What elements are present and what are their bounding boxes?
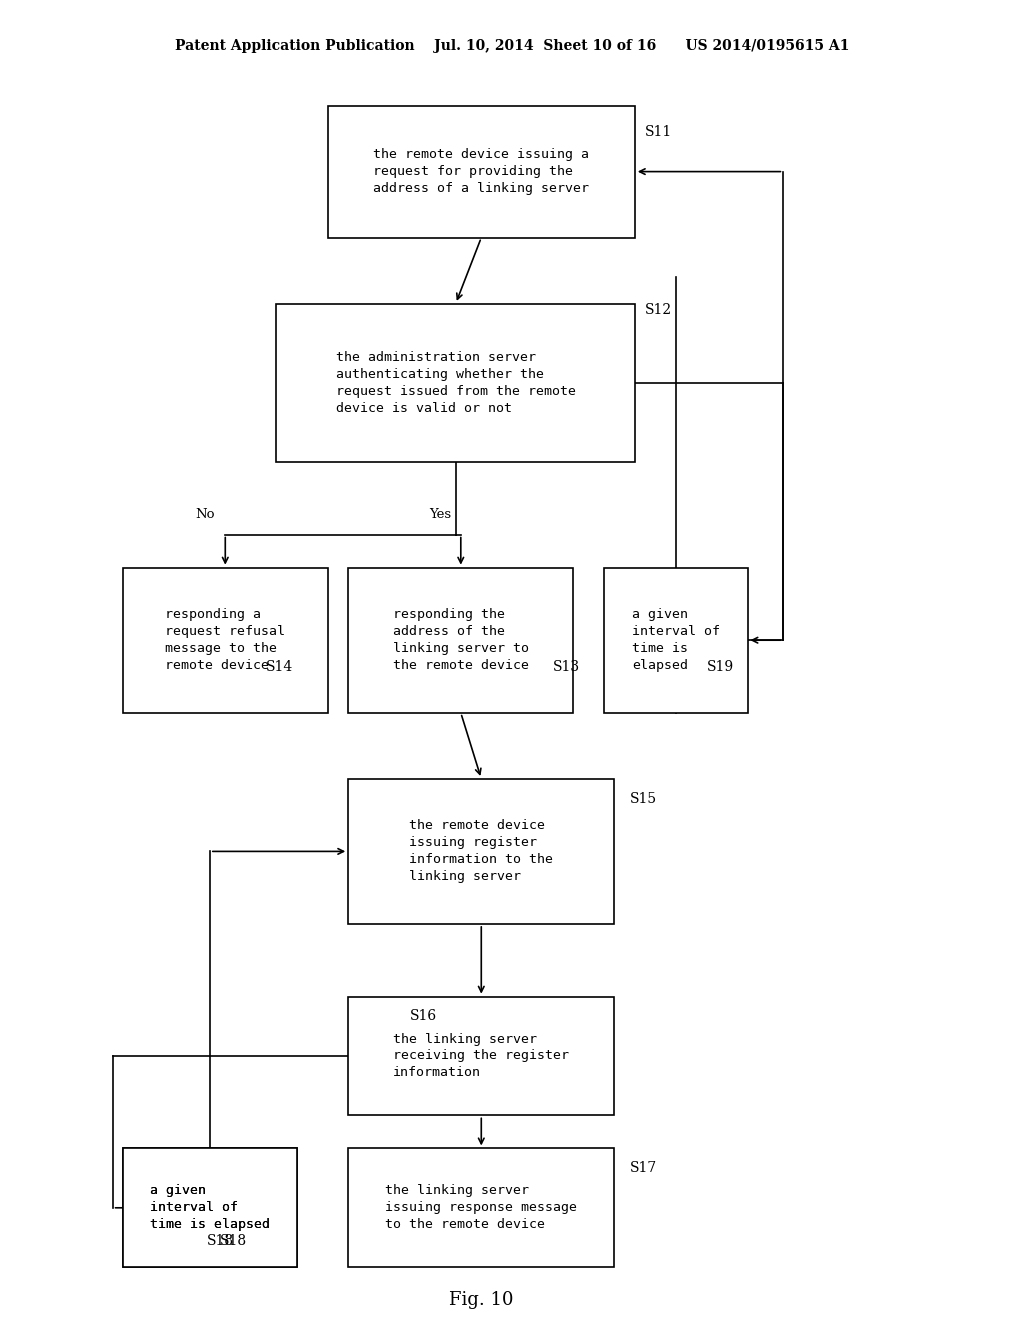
Text: the remote device
issuing register
information to the
linking server: the remote device issuing register infor… bbox=[410, 820, 553, 883]
Text: S14: S14 bbox=[266, 660, 294, 673]
FancyBboxPatch shape bbox=[123, 1148, 297, 1267]
FancyBboxPatch shape bbox=[348, 779, 614, 924]
Text: Patent Application Publication    Jul. 10, 2014  Sheet 10 of 16      US 2014/019: Patent Application Publication Jul. 10, … bbox=[175, 40, 849, 53]
Text: S18: S18 bbox=[220, 1234, 247, 1247]
Text: the remote device issuing a
request for providing the
address of a linking serve: the remote device issuing a request for … bbox=[374, 148, 589, 195]
Text: Fig. 10: Fig. 10 bbox=[450, 1291, 513, 1309]
Text: S15: S15 bbox=[630, 792, 656, 805]
FancyBboxPatch shape bbox=[604, 568, 748, 713]
Text: S11: S11 bbox=[645, 125, 673, 139]
Text: responding a
request refusal
message to the
remote device: responding a request refusal message to … bbox=[165, 609, 286, 672]
FancyBboxPatch shape bbox=[348, 568, 573, 713]
Text: S12: S12 bbox=[645, 304, 672, 317]
Text: No: No bbox=[195, 508, 215, 521]
FancyBboxPatch shape bbox=[276, 304, 635, 462]
FancyBboxPatch shape bbox=[123, 1148, 297, 1267]
Text: S17: S17 bbox=[630, 1162, 657, 1175]
FancyBboxPatch shape bbox=[348, 1148, 614, 1267]
Text: S16: S16 bbox=[410, 1010, 436, 1023]
Text: responding the
address of the
linking server to
the remote device: responding the address of the linking se… bbox=[393, 609, 528, 672]
Text: the linking server
issuing response message
to the remote device: the linking server issuing response mess… bbox=[385, 1184, 578, 1232]
Text: S18: S18 bbox=[207, 1234, 233, 1247]
Text: S13: S13 bbox=[553, 660, 580, 673]
Text: a given
interval of
time is elapsed: a given interval of time is elapsed bbox=[150, 1184, 270, 1232]
Text: a given
interval of
time is elapsed: a given interval of time is elapsed bbox=[150, 1184, 270, 1232]
FancyBboxPatch shape bbox=[348, 997, 614, 1115]
Text: the administration server
authenticating whether the
request issued from the rem: the administration server authenticating… bbox=[336, 351, 575, 414]
Text: the linking server
receiving the register
information: the linking server receiving the registe… bbox=[393, 1032, 569, 1080]
FancyBboxPatch shape bbox=[328, 106, 635, 238]
Text: a given
interval of
time is
elapsed: a given interval of time is elapsed bbox=[632, 609, 720, 672]
Text: Yes: Yes bbox=[429, 508, 452, 521]
Text: S19: S19 bbox=[707, 660, 733, 673]
FancyBboxPatch shape bbox=[123, 568, 328, 713]
